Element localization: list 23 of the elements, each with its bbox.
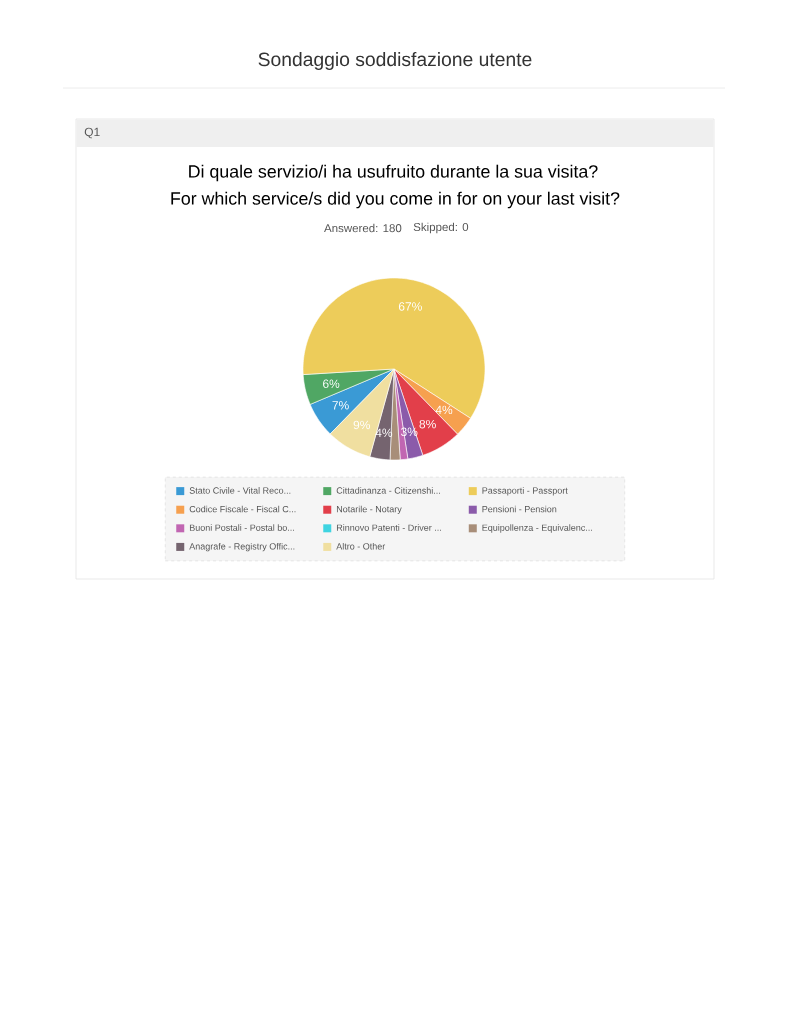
legend-label: Pensioni - Pension [482, 505, 557, 513]
data-label: 4% [435, 405, 453, 415]
legend-label: Notarile - Notary [336, 505, 402, 515]
text: Answered: 180 [324, 223, 402, 233]
data-label: 8% [419, 419, 436, 429]
text: Sondaggio soddisfazione utente [258, 52, 532, 70]
legend-label: Codice Fiscale - Fiscal C... [189, 505, 296, 513]
data-label: 67% [398, 302, 422, 311]
legend-label: Rinnovo Patenti - Driver ... [336, 524, 441, 531]
legend-label: Buoni Postali - Postal bo... [189, 524, 294, 531]
chart-title: Di quale servizio/i ha usufruito durante la sua visita? [189, 164, 598, 182]
legend-label: Passaporti - Passport [482, 487, 568, 496]
data-label: 7% [332, 401, 349, 410]
legend-label: Stato Civile - Vital Reco... [189, 487, 291, 494]
text: Skipped: 0 [413, 222, 469, 234]
data-label: 9% [353, 420, 370, 430]
legend-label: Altro - Other [336, 542, 386, 550]
legend-label: Equipollenza - Equivalenc... [482, 524, 592, 533]
text: Q1 [84, 127, 100, 139]
data-label: 6% [323, 379, 340, 389]
chart-subtitle: For which service/s did you come in for on your last visit? [171, 191, 620, 209]
legend-label: Cittadinanza - Citizenshi... [336, 487, 440, 494]
legend-label: Anagrafe - Registry Offic... [189, 542, 295, 552]
